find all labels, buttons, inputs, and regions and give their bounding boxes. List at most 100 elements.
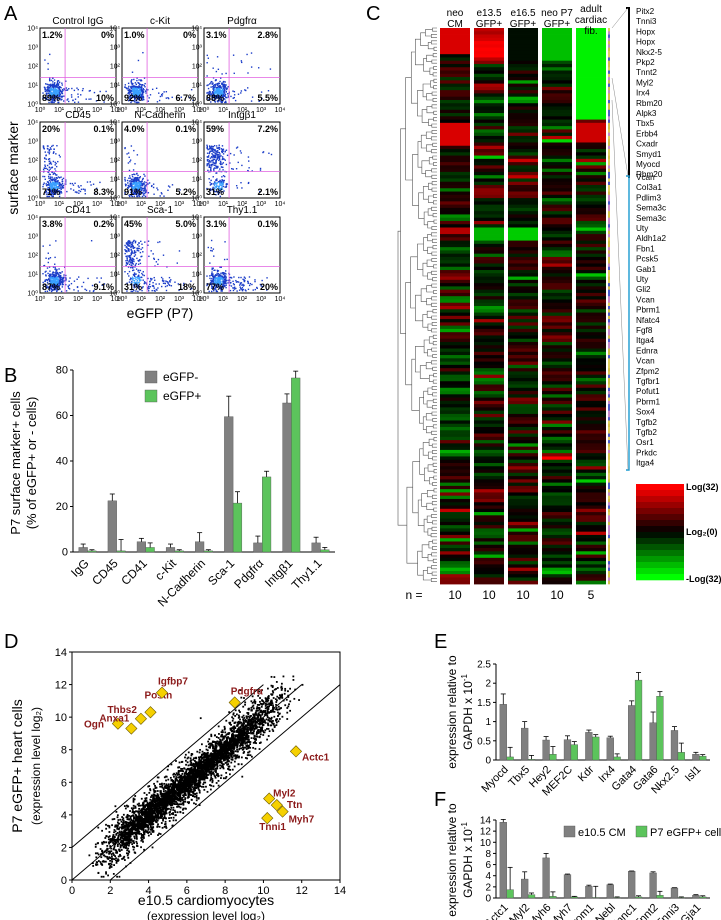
flow-event [213, 269, 215, 271]
flow-event [138, 101, 140, 104]
heatmap-cell [542, 469, 572, 474]
dendrogram-branch [433, 469, 437, 474]
flow-event [150, 185, 153, 188]
flow-event [220, 100, 222, 103]
gene-label: Pcsk5 [636, 255, 659, 264]
flow-event [56, 80, 59, 82]
flow-event [145, 282, 147, 284]
flow-event [55, 276, 57, 278]
flow-event [82, 87, 84, 90]
heatmap-cell [508, 145, 538, 150]
annotation-strip-cell [608, 387, 610, 392]
flow-event [61, 284, 64, 286]
heatmap-cell [542, 456, 572, 461]
heatmap-cell [440, 544, 470, 549]
flow-event [223, 92, 225, 94]
flow-event [52, 188, 55, 190]
flow-event [55, 91, 58, 94]
flow-event [124, 244, 126, 247]
flow-event [211, 277, 213, 280]
flow-event [132, 179, 135, 182]
flow-event [49, 88, 51, 91]
flow-event [221, 151, 224, 154]
annotation-strip-cell [608, 476, 610, 480]
flow-event [160, 285, 163, 288]
heatmap-cell [440, 113, 470, 117]
annotation-strip-cell [608, 482, 610, 487]
flow-event [213, 93, 216, 95]
flow-event [58, 283, 60, 285]
heatmap-cell [440, 469, 470, 474]
heatmap-cell [508, 482, 538, 487]
annotation-strip-cell [608, 446, 610, 451]
heatmap-cell [440, 247, 470, 251]
flow-event [135, 178, 138, 181]
scatter-point [100, 853, 102, 856]
flow-event [72, 189, 75, 191]
flow-event [130, 85, 132, 88]
heatmap-cell [576, 96, 606, 101]
heatmap-cell [508, 90, 538, 94]
heatmap-cell [508, 469, 538, 474]
heatmap-cell [474, 113, 504, 117]
annotation-strip-cell [608, 567, 610, 572]
flow-event [78, 192, 80, 194]
flow-event [219, 286, 221, 288]
flow-event [54, 100, 56, 102]
flow-event [220, 290, 222, 292]
flow-event [227, 282, 229, 284]
flow-event [49, 173, 51, 176]
flow-event [136, 257, 138, 260]
flow-x-tick: 10⁴ [111, 296, 122, 303]
flow-event [222, 284, 224, 286]
scatter-point [230, 728, 233, 731]
dendrogram-branch [425, 131, 432, 139]
scatter-point [111, 837, 114, 840]
heatmap-cell [576, 279, 606, 284]
flow-event [49, 286, 51, 288]
flow-event [225, 183, 228, 185]
flow-event [221, 83, 223, 85]
flow-event [214, 269, 216, 271]
scatter-point [169, 785, 172, 788]
heatmap-cell [474, 423, 504, 428]
heatmap-cell [440, 309, 470, 313]
flow-event [55, 153, 57, 155]
heatmap-cell [576, 567, 606, 572]
heatmap-cell [542, 338, 572, 343]
heatmap-cell [508, 338, 538, 343]
flow-event [214, 156, 217, 158]
flow-event [138, 189, 141, 192]
flow-event [70, 188, 72, 190]
flow-event [60, 290, 63, 293]
flow-event [48, 151, 51, 153]
heatmap-cell [542, 283, 572, 287]
flow-event [130, 262, 133, 264]
flow-event [137, 95, 139, 97]
flow-event [134, 163, 136, 165]
annotation-strip-cell [608, 247, 610, 251]
annotation-strip-cell [608, 325, 610, 330]
flow-event [213, 155, 216, 157]
flow-event [213, 283, 215, 286]
flow-event [48, 191, 51, 193]
flow-event [221, 282, 223, 285]
heatmap-cell [542, 570, 572, 575]
flow-event [214, 152, 217, 154]
flow-event [57, 283, 59, 285]
n-value: 10 [550, 588, 564, 602]
flow-event [233, 154, 235, 156]
heatmap-cell [474, 394, 504, 398]
flow-event [157, 241, 159, 244]
flow-event [148, 255, 150, 258]
flow-event [211, 165, 213, 167]
heatmap-cell [440, 155, 470, 160]
flow-event [233, 96, 235, 99]
flow-event [133, 95, 135, 98]
heatmap-cell [542, 132, 572, 137]
flow-event [57, 288, 60, 291]
y-axis-label-line2: (% of eGFP+ or - cells) [24, 397, 39, 530]
quadrant-upper-left: 1.0% [124, 30, 145, 40]
flow-event [54, 256, 56, 259]
heatmap-cell [576, 165, 606, 170]
